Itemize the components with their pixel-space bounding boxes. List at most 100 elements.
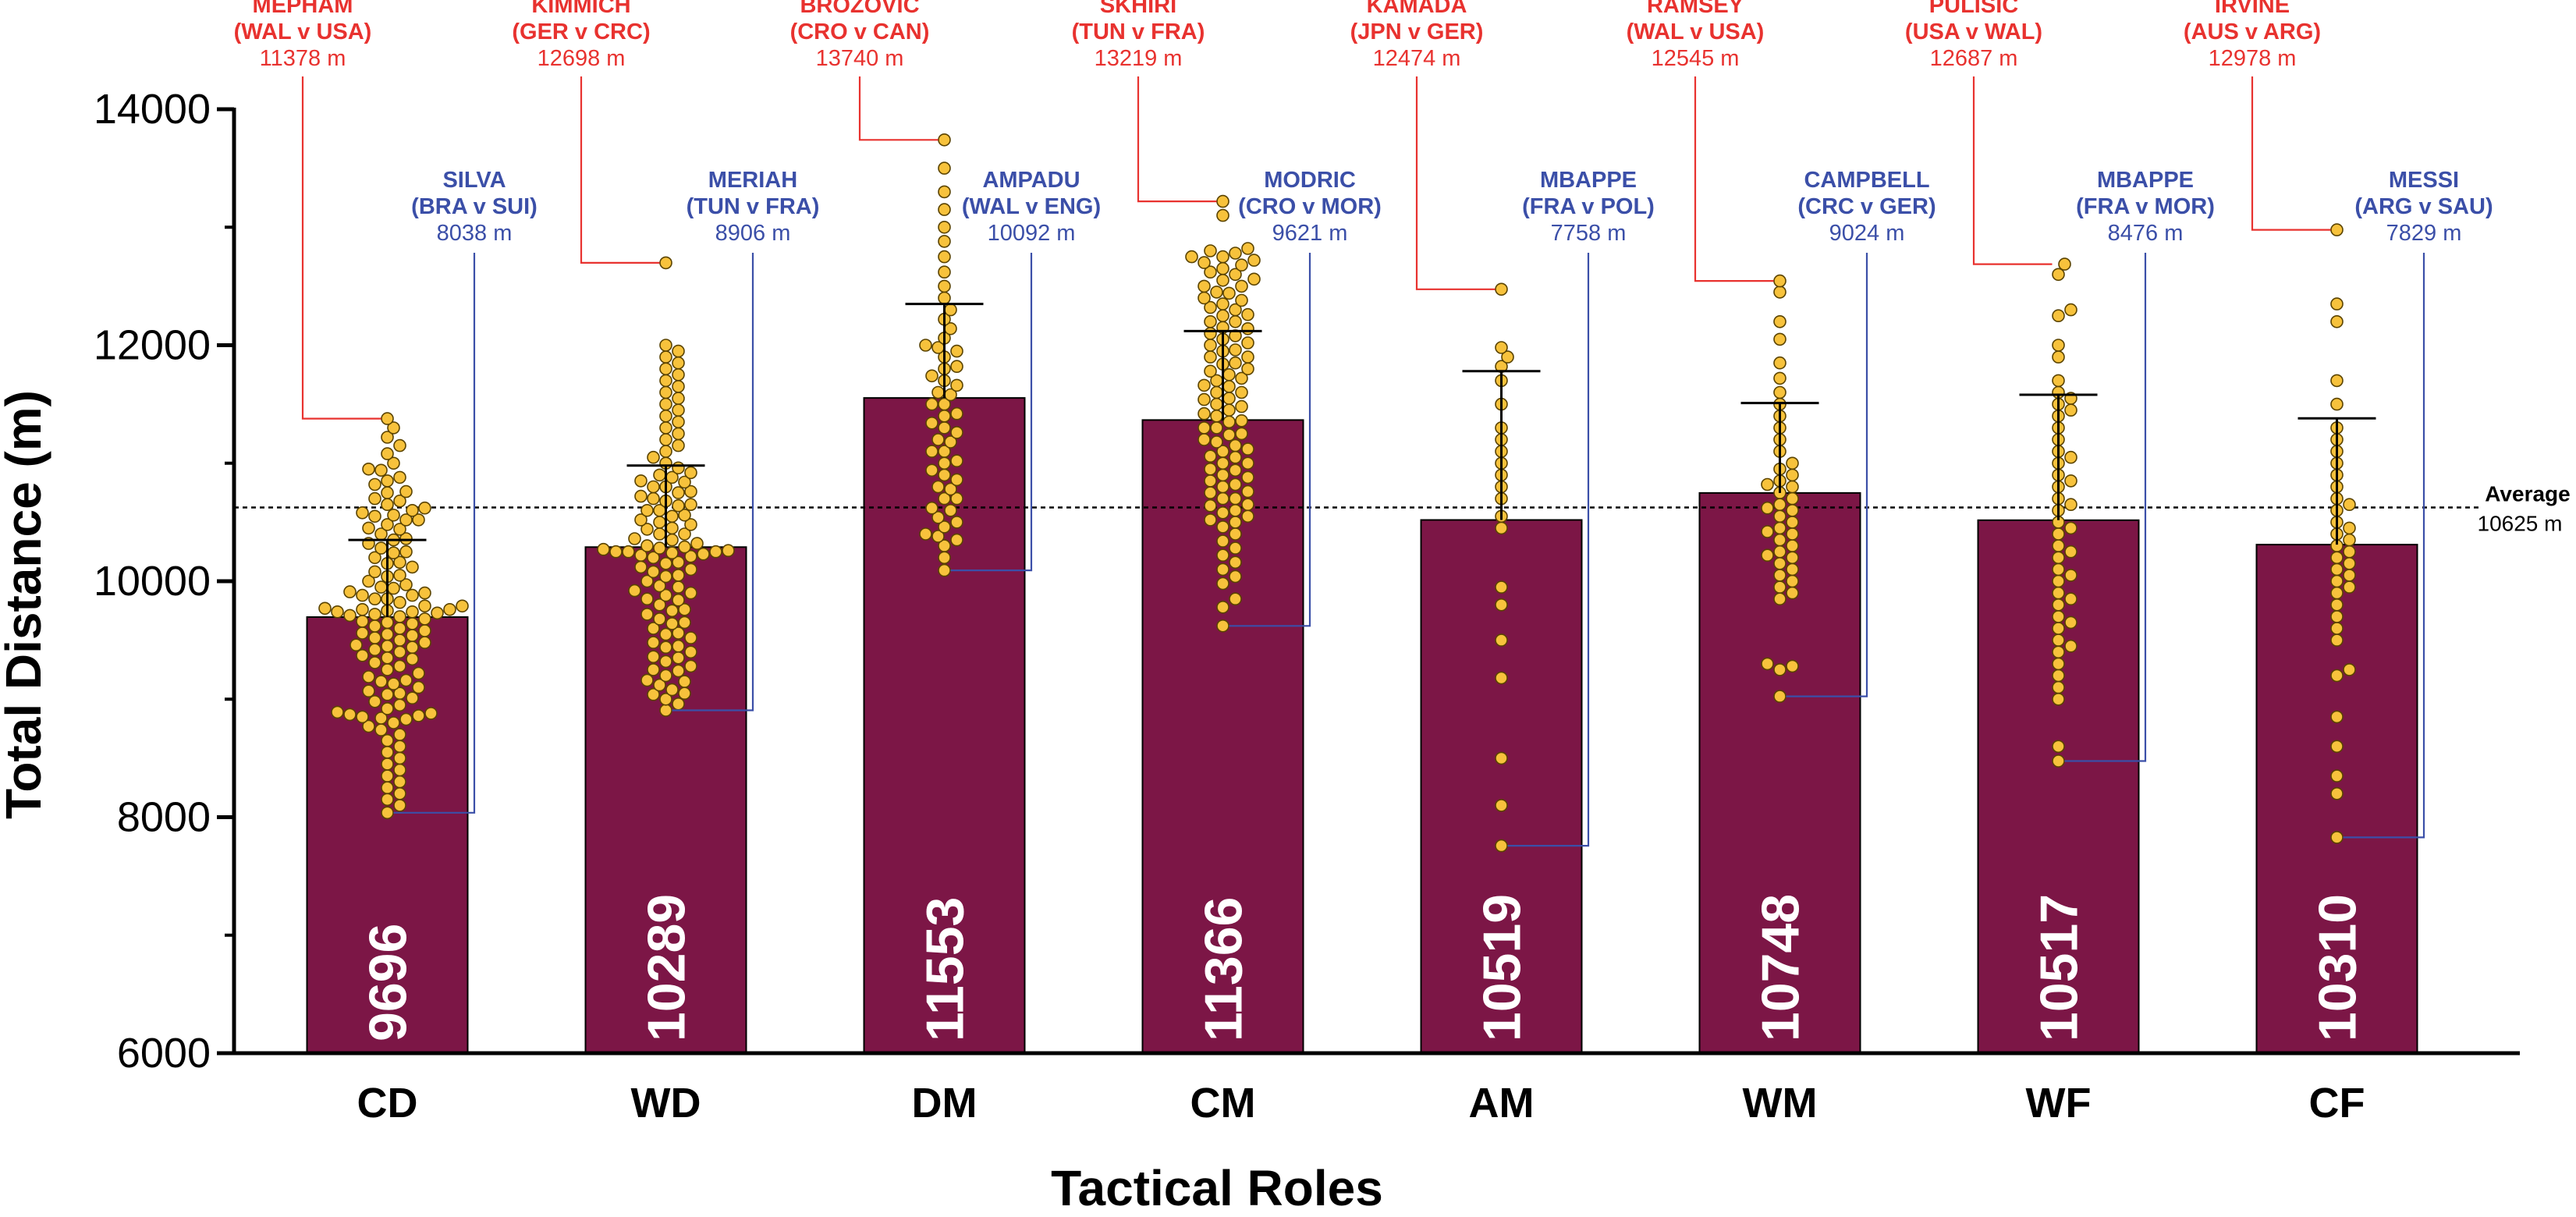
data-point-cm — [1229, 314, 1242, 328]
data-point-cm — [1241, 242, 1254, 255]
data-point-dm — [925, 416, 939, 430]
min-player-name-cd: SILVA — [442, 168, 506, 193]
data-point-dm — [925, 369, 939, 383]
data-point-wd — [684, 484, 697, 499]
data-point-dm — [931, 530, 945, 543]
data-point-cd — [368, 477, 381, 491]
data-point-wf — [2064, 592, 2077, 606]
data-point-cd — [381, 616, 394, 630]
data-point-wd — [684, 645, 697, 659]
data-point-dm — [938, 133, 951, 147]
y-tick-label: 6000 — [117, 1030, 211, 1077]
data-point-wf — [2052, 551, 2065, 565]
min-player-name-am: MBAPPE — [1540, 168, 1637, 193]
bar-value-label-cm: 11366 — [1194, 897, 1254, 1041]
data-point-cd — [368, 619, 381, 633]
data-point-wd — [659, 556, 672, 570]
data-point-cm — [1241, 307, 1254, 321]
data-point-cm — [1198, 256, 1211, 269]
max-player-value-cd: 11378 m — [260, 46, 346, 71]
data-point-cd — [406, 691, 419, 705]
data-point-wm — [1786, 659, 1799, 673]
max-player-name-cd: MEPHAM — [253, 0, 353, 18]
data-point-cm — [1210, 435, 1223, 449]
data-point-cm — [1229, 247, 1242, 260]
data-point-cd — [393, 470, 406, 484]
max-player-match-cm: (TUN v FRA) — [1072, 20, 1205, 44]
data-point-cd — [381, 498, 394, 512]
data-point-cf — [2343, 521, 2356, 535]
data-point-am — [1495, 598, 1508, 612]
data-point-cf — [2343, 569, 2356, 582]
data-point-wf — [2052, 574, 2065, 588]
data-point-cm — [1229, 450, 1242, 464]
data-point-cm — [1204, 265, 1217, 279]
data-point-dm — [944, 303, 957, 317]
data-point-wd — [647, 636, 660, 649]
max-player-name-cm: SKHIRI — [1100, 0, 1176, 18]
data-point-dm — [931, 385, 945, 399]
data-point-am — [1495, 633, 1508, 647]
data-point-cd — [331, 605, 344, 619]
data-point-cd — [381, 431, 394, 444]
data-point-wd — [678, 475, 691, 489]
data-point-dm — [931, 510, 945, 524]
data-point-cd — [343, 585, 357, 598]
data-point-cd — [387, 581, 400, 595]
data-point-wf — [2064, 403, 2077, 417]
data-point-cd — [356, 648, 369, 662]
bar-value-label-dm: 11553 — [916, 897, 975, 1041]
data-point-cm — [1210, 286, 1223, 299]
x-tick-label-wm: WM — [1743, 1080, 1818, 1127]
data-point-wd — [672, 697, 685, 711]
min-player-match-am: (FRA v POL) — [1522, 194, 1655, 219]
data-point-cd — [368, 565, 381, 579]
data-point-cd — [406, 652, 419, 666]
data-point-cd — [368, 643, 381, 657]
data-point-cf — [2330, 297, 2344, 310]
data-point-wd — [665, 521, 679, 535]
data-point-wd — [647, 491, 660, 506]
data-point-wm — [1761, 477, 1774, 491]
data-point-cm — [1235, 371, 1248, 385]
data-point-cm — [1241, 442, 1254, 456]
data-point-wd — [672, 367, 685, 381]
max-player-match-wd: (GER v CRC) — [512, 20, 650, 44]
max-player-value-am: 12474 m — [1373, 46, 1461, 71]
data-point-wd — [665, 617, 679, 630]
data-point-wd — [634, 560, 648, 574]
data-point-cd — [393, 523, 406, 536]
data-point-wd — [647, 687, 660, 701]
data-point-cm — [1198, 291, 1211, 305]
data-point-wf — [2052, 754, 2065, 768]
data-point-wm — [1773, 592, 1787, 606]
data-point-wd — [659, 409, 672, 423]
data-point-wf — [2052, 309, 2065, 323]
data-point-cm — [1204, 339, 1217, 352]
data-point-cm — [1204, 314, 1217, 328]
y-tick-label: 8000 — [117, 794, 211, 841]
data-point-cm — [1216, 480, 1229, 494]
min-leader-line-am — [1507, 253, 1590, 847]
max-player-match-wf: (USA v WAL) — [1905, 20, 2042, 44]
data-point-wd — [653, 579, 666, 593]
data-point-cf — [2343, 545, 2356, 559]
min-player-match-cm: (CRO v MOR) — [1238, 194, 1382, 219]
y-tick-label: 12000 — [94, 322, 211, 369]
data-point-cm — [1235, 279, 1248, 293]
data-point-cd — [381, 793, 394, 807]
data-point-wf — [2052, 669, 2065, 683]
data-point-wd — [647, 480, 660, 494]
data-point-wd — [659, 397, 672, 411]
bar-value-label-cd: 9696 — [359, 924, 418, 1041]
max-player-name-wd: KIMMICH — [531, 0, 630, 18]
data-point-wf — [2052, 610, 2065, 623]
x-tick-label-cd: CD — [357, 1080, 418, 1127]
max-player-match-wm: (WAL v USA) — [1627, 20, 1765, 44]
max-player-match-dm: (CRO v CAN) — [790, 20, 930, 44]
data-point-dm — [950, 344, 963, 358]
data-point-wf — [2064, 545, 2077, 559]
data-point-wf — [2052, 268, 2065, 282]
data-point-wd — [634, 548, 648, 562]
data-point-cd — [393, 687, 406, 701]
